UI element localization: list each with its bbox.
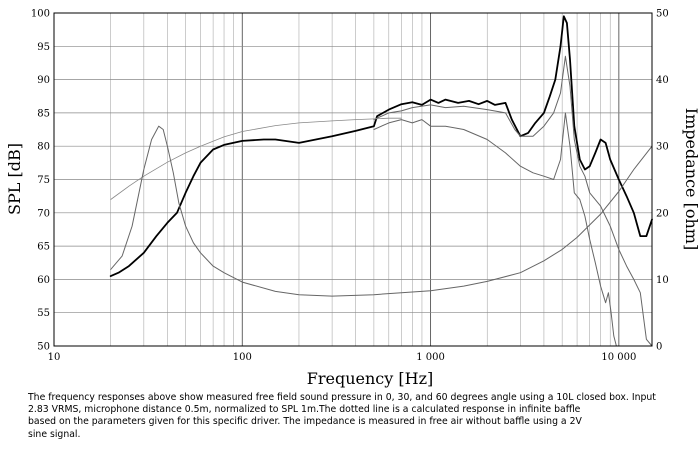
series-line [110,125,653,297]
x-tick-label: 1 000 [416,352,445,363]
y-tick-label: 70 [37,208,50,219]
y-tick-label: 60 [37,275,50,286]
chart-series [109,15,653,347]
y2-tick-label: 20 [656,208,669,219]
plot-frame [53,12,653,347]
y2-tick-label: 40 [656,75,669,86]
y2-tick-label: 50 [656,9,669,20]
y-tick-label: 100 [31,9,50,20]
x-axis-title: Frequency [Hz] [307,369,434,388]
y2-tick-label: 30 [656,142,669,153]
y-tick-label: 80 [37,142,50,153]
series-line [373,112,620,347]
x-tick-label: 100 [233,352,252,363]
chart-caption: The frequency responses above show measu… [28,392,668,441]
y-tick-label: 75 [37,175,50,186]
x-tick-label: 10 000 [601,352,636,363]
series-line [109,15,653,278]
y2-tick-label: 10 [656,275,669,286]
caption-line: The frequency responses above show measu… [28,392,656,403]
caption-line: based on the parameters given for this s… [28,416,582,428]
series-line [373,55,653,347]
y2-axis-title: Impedance [ohm] [682,108,700,250]
y-tick-label: 65 [37,242,50,253]
chart-grid [54,13,652,346]
x-tick-label: 10 [48,352,61,363]
y-tick-label: 85 [37,108,50,119]
y-tick-label: 55 [37,308,50,319]
tick-labels: 10 100 1 000 10 000 50 55 60 65 70 75 80 85 90 95 100 0… [31,9,669,364]
y-tick-label: 50 [37,342,50,353]
caption-line: sine signal. [28,428,81,440]
caption-line: 2.83 VRMS, microphone distance 0.5m, nor… [28,404,581,416]
frequency-response-chart: 10 100 1 000 10 000 50 55 60 65 70 75 80 85 90 95 100 0… [5,9,700,389]
y-tick-label: 90 [37,75,50,86]
series-line [110,117,402,200]
y-axis-title: SPL [dB] [5,143,24,215]
y2-tick-label: 0 [656,342,662,353]
y-tick-label: 95 [37,42,50,53]
